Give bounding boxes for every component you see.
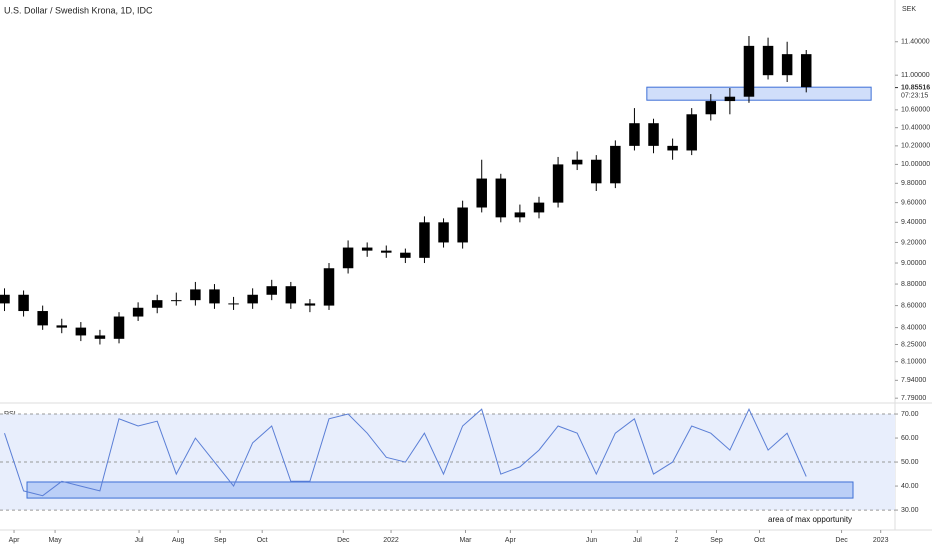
y-tick-label: 11.00000 [901,72,930,79]
y-tick-label: 9.60000 [901,199,926,206]
candle-body [151,300,163,308]
candle-body [514,212,526,218]
candle-body [361,247,373,251]
candle-body [342,247,354,269]
x-tick-label: 2022 [383,537,399,544]
x-tick-label: 2 [674,537,678,544]
chart-title: U.S. Dollar / Swedish Krona, 1D, IDC [4,5,153,15]
candle-body [533,202,545,213]
candle-body [591,159,602,184]
rsi-tick-label: 60.00 [901,435,919,442]
resistance-zone [646,86,872,101]
x-tick-label: Jun [586,537,597,544]
x-tick-label: Oct [754,537,765,544]
candle-body [381,250,392,253]
candle-body [228,303,239,305]
x-tick-label: Dec [835,537,848,544]
candle-body [610,145,621,184]
candle-body [800,54,812,88]
y-tick-label: 8.25000 [901,341,926,348]
candle-body [132,307,144,317]
rsi-tick-label: 50.00 [901,459,919,466]
y-tick-label: 8.10000 [901,358,926,365]
candle-body [171,300,182,302]
y-axis-label: SEK [902,6,916,13]
candle-body [419,222,430,258]
candle-body [457,207,468,243]
rsi-tick-label: 30.00 [901,507,919,514]
candle-body [37,311,48,326]
x-tick-label: Sep [710,537,723,544]
x-tick-label: Oct [257,537,268,544]
candle-body [75,327,87,336]
candle-body [476,178,487,208]
annotation: area of max opportunity [768,515,852,524]
candle-body [323,268,335,306]
candle-body [190,289,201,301]
y-tick-label: 9.80000 [901,180,926,187]
y-tick-label: 10.40000 [901,125,930,132]
x-tick-label: Apr [9,537,21,544]
x-tick-label: Aug [172,537,185,544]
y-tick-label: 10.20000 [901,143,930,150]
x-tick-label: 2023 [873,537,889,544]
candle-body [781,54,793,76]
rsi-tick-label: 40.00 [901,483,919,490]
rsi-tick-label: 70.00 [901,411,919,418]
y-tick-label: 11.40000 [901,39,930,46]
candle-body [56,325,68,328]
y-tick-label: 10.60000 [901,107,930,114]
last-price-label: 10.85516 [901,84,930,91]
x-tick-label: Jul [135,537,144,544]
candle-body [285,286,297,304]
x-tick-label: Apr [505,537,517,544]
candle-body [667,145,678,151]
candle-body [705,101,717,115]
x-tick-label: Sep [214,537,227,544]
y-tick-label: 7.94000 [901,377,926,384]
candle-body [724,96,736,102]
candle-body [571,159,583,165]
candle-body [686,114,697,151]
candle-body [266,286,277,295]
candle-body [629,123,640,146]
y-tick-label: 8.40000 [901,324,926,331]
candle-body [0,294,10,304]
candle-body [304,303,316,306]
y-tick-label: 9.20000 [901,239,926,246]
x-tick-label: May [48,537,62,544]
y-tick-label: 8.80000 [901,281,926,288]
y-tick-label: 7.79000 [901,395,926,402]
y-tick-label: 8.60000 [901,302,926,309]
candle-body [438,222,449,243]
candle-body [762,45,774,76]
candle-body [209,289,220,304]
candle-body [648,123,659,146]
candle-body [247,294,258,304]
x-tick-label: Dec [337,537,350,544]
rsi-zone [26,481,854,499]
candle-body [113,316,125,339]
candle-body [94,335,106,339]
x-tick-label: Mar [459,537,472,544]
y-tick-label: 10.00000 [901,161,930,168]
countdown: 07:23:15 [901,92,928,99]
candle-body [552,164,564,203]
x-tick-label: Jul [633,537,642,544]
y-tick-label: 9.00000 [901,260,926,267]
rsi-line [4,408,807,497]
candle-body [18,294,29,312]
y-tick-label: 9.40000 [901,219,926,226]
candle-body [495,178,507,218]
candle-body [743,45,755,97]
candle-body [400,252,411,258]
